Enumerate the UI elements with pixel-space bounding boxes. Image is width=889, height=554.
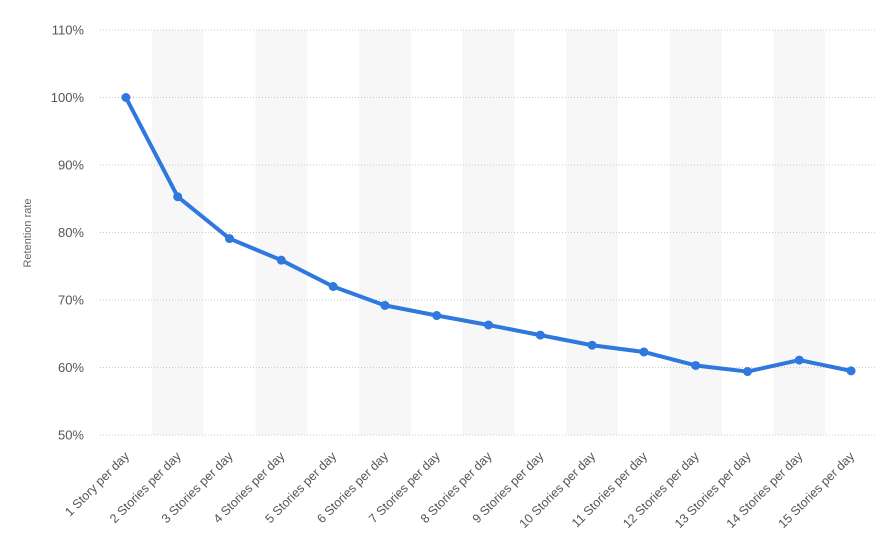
data-point-9[interactable] — [535, 330, 545, 340]
series — [121, 93, 856, 377]
data-point-13[interactable] — [743, 367, 752, 377]
band-1 — [151, 30, 204, 435]
band-3 — [255, 30, 308, 435]
y-tick-label: 80% — [58, 225, 84, 240]
data-point-12[interactable] — [691, 360, 701, 370]
data-point-8[interactable] — [484, 320, 493, 330]
gridlines — [100, 29, 877, 436]
y-tick-label: 110% — [52, 23, 85, 38]
data-point-3[interactable] — [225, 234, 234, 244]
y-tick-label: 90% — [58, 158, 84, 173]
y-tick-label: 50% — [58, 428, 84, 443]
y-axis-ticks: 50% 60% 70% 80% 90% 100% 110% — [51, 23, 85, 443]
data-point-7[interactable] — [432, 311, 442, 321]
y-axis-title: Retention rate — [22, 198, 34, 267]
y-tick-label: 60% — [58, 360, 84, 375]
y-tick-label: 70% — [58, 293, 84, 308]
y-tick-label: 100% — [51, 90, 85, 105]
data-point-5[interactable] — [328, 282, 338, 291]
data-point-2[interactable] — [173, 192, 183, 202]
band-7 — [462, 30, 515, 435]
data-point-15[interactable] — [846, 366, 856, 376]
data-point-4[interactable] — [276, 255, 286, 265]
data-point-6[interactable] — [380, 300, 390, 310]
data-point-1[interactable] — [121, 93, 131, 102]
data-point-11[interactable] — [639, 347, 649, 357]
band-11 — [669, 30, 722, 435]
data-point-10[interactable] — [587, 340, 597, 350]
data-point-14[interactable] — [794, 355, 804, 365]
